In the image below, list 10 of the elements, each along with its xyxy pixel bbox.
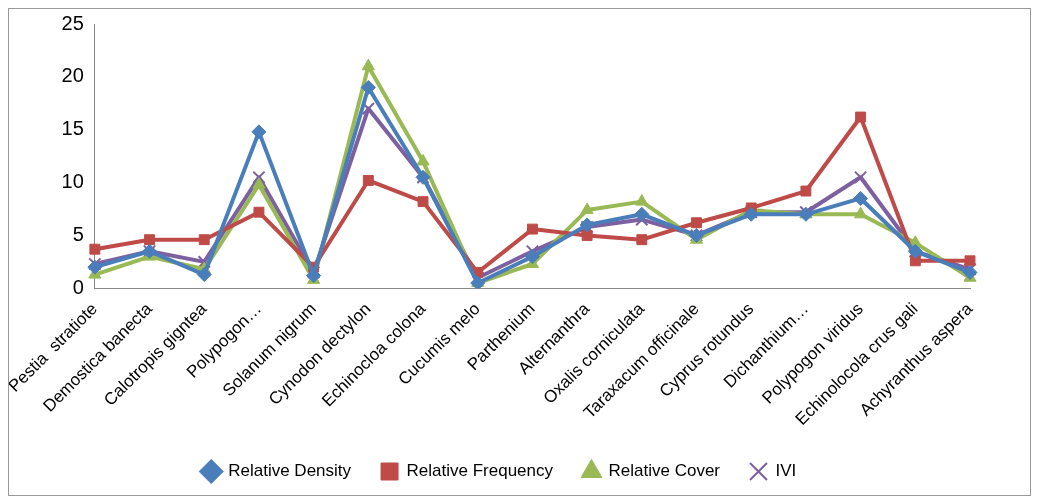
y-tick-label: 15 bbox=[61, 117, 84, 140]
legend-label: Relative Cover bbox=[608, 461, 721, 481]
y-tick-label: 25 bbox=[61, 11, 84, 34]
y-tick-label: 0 bbox=[72, 275, 84, 298]
legend-label: Relative Frequency bbox=[406, 461, 554, 481]
legend-label: Relative Density bbox=[228, 461, 352, 481]
y-tick-label: 5 bbox=[72, 222, 84, 245]
y-tick-label: 10 bbox=[61, 170, 84, 193]
legend-label: IVI bbox=[775, 461, 797, 481]
y-tick-label: 20 bbox=[61, 64, 84, 87]
